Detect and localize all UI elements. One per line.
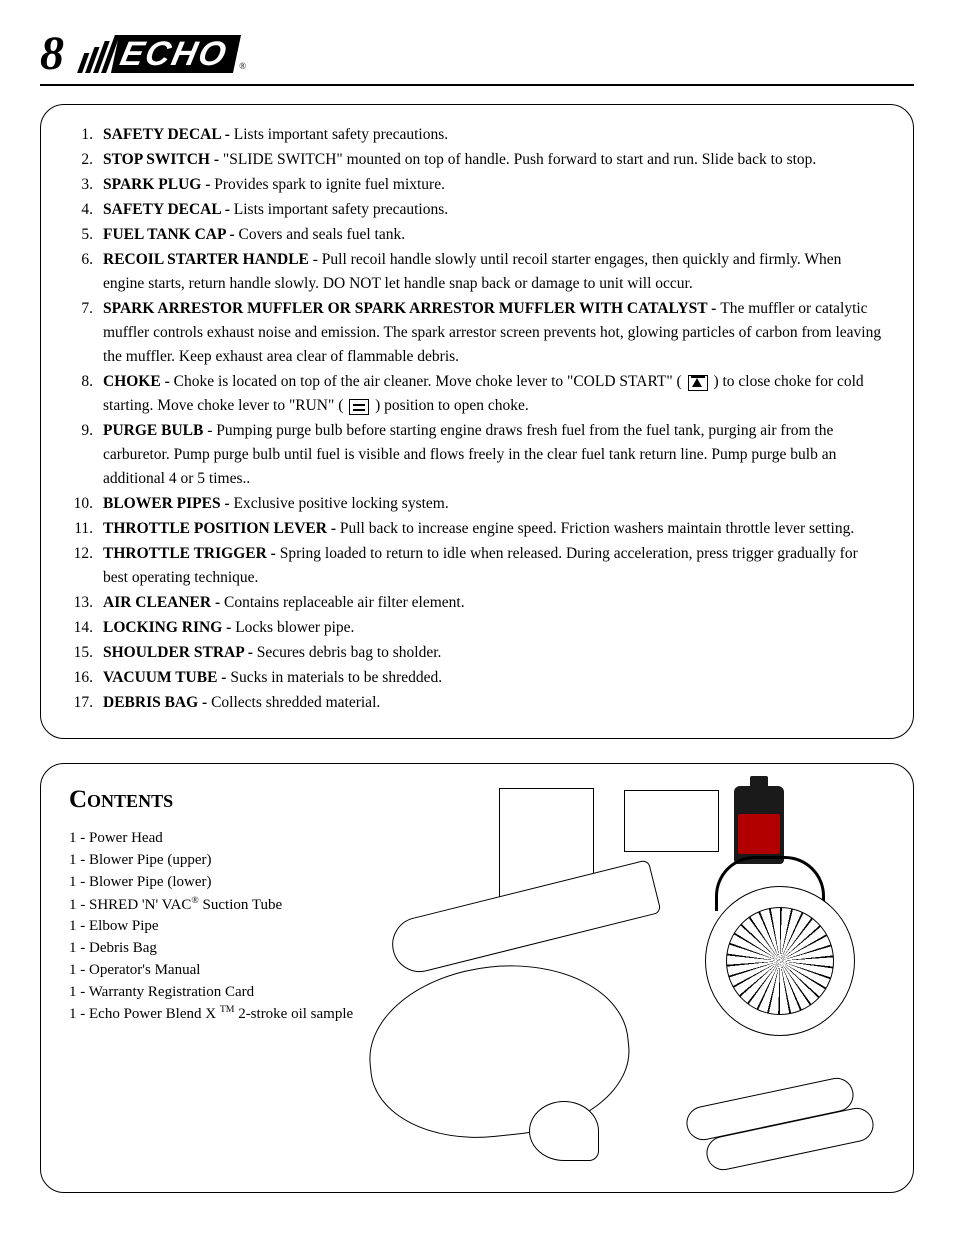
definition-number: 17.	[69, 691, 103, 715]
definition-term: SPARK ARRESTOR MUFFLER OR SPARK ARRESTOR…	[103, 300, 720, 317]
logo-wordmark: ECHO	[111, 35, 241, 73]
definition-body: SAFETY DECAL - Lists important safety pr…	[103, 123, 885, 147]
definition-number: 15.	[69, 641, 103, 665]
definition-body: BLOWER PIPES - Exclusive positive lockin…	[103, 492, 885, 516]
definition-body: THROTTLE POSITION LEVER - Pull back to i…	[103, 517, 885, 541]
definition-term: FUEL TANK CAP -	[103, 226, 239, 243]
registered-mark-icon: ®	[239, 61, 246, 71]
warranty-card-icon	[624, 790, 719, 852]
definition-number: 8.	[69, 370, 103, 418]
definition-number: 6.	[69, 248, 103, 296]
definition-body: RECOIL STARTER HANDLE - Pull recoil hand…	[103, 248, 885, 296]
contents-diagram	[469, 786, 885, 1166]
run-icon	[349, 399, 369, 415]
definition-number: 11.	[69, 517, 103, 541]
contents-panel: Contents 1 - Power Head1 - Blower Pipe (…	[40, 763, 914, 1193]
definition-number: 7.	[69, 297, 103, 369]
page-header: 8 ECHO ®	[40, 30, 914, 86]
definition-item: 14.LOCKING RING - Locks blower pipe.	[69, 616, 885, 640]
contents-item: 1 - Blower Pipe (lower)	[69, 872, 449, 894]
definition-item: 3.SPARK PLUG - Provides spark to ignite …	[69, 173, 885, 197]
definition-term: SHOULDER STRAP -	[103, 644, 257, 661]
definition-term: DEBRIS BAG -	[103, 694, 211, 711]
definition-item: 4.SAFETY DECAL - Lists important safety …	[69, 198, 885, 222]
contents-list: 1 - Power Head1 - Blower Pipe (upper)1 -…	[69, 828, 449, 1026]
definition-body: THROTTLE TRIGGER - Spring loaded to retu…	[103, 542, 885, 590]
definition-item: 7.SPARK ARRESTOR MUFFLER OR SPARK ARREST…	[69, 297, 885, 369]
definition-term: THROTTLE POSITION LEVER -	[103, 520, 340, 537]
definition-number: 14.	[69, 616, 103, 640]
definition-term: LOCKING RING -	[103, 619, 235, 636]
echo-logo: ECHO ®	[84, 35, 246, 73]
elbow-pipe-icon	[529, 1101, 599, 1161]
definition-term: CHOKE -	[103, 373, 174, 390]
definition-item: 12.THROTTLE TRIGGER - Spring loaded to r…	[69, 542, 885, 590]
definition-body: SPARK ARRESTOR MUFFLER OR SPARK ARRESTOR…	[103, 297, 885, 369]
definition-body: PURGE BULB - Pumping purge bulb before s…	[103, 419, 885, 491]
definition-item: 5.FUEL TANK CAP - Covers and seals fuel …	[69, 223, 885, 247]
definition-item: 13.AIR CLEANER - Contains replaceable ai…	[69, 591, 885, 615]
definition-body: SAFETY DECAL - Lists important safety pr…	[103, 198, 885, 222]
definition-body: LOCKING RING - Locks blower pipe.	[103, 616, 885, 640]
definition-term: PURGE BULB	[103, 422, 203, 439]
definition-term: STOP SWITCH -	[103, 151, 223, 168]
contents-item: 1 - Power Head	[69, 828, 449, 850]
definition-body: FUEL TANK CAP - Covers and seals fuel ta…	[103, 223, 885, 247]
definition-number: 2.	[69, 148, 103, 172]
contents-item: 1 - Warranty Registration Card	[69, 982, 449, 1004]
definition-item: 6.RECOIL STARTER HANDLE - Pull recoil ha…	[69, 248, 885, 296]
definition-item: 17.DEBRIS BAG - Collects shredded materi…	[69, 691, 885, 715]
definition-number: 4.	[69, 198, 103, 222]
contents-item: 1 - Elbow Pipe	[69, 916, 449, 938]
definition-term: AIR CLEANER -	[103, 594, 224, 611]
definition-item: 2.STOP SWITCH - "SLIDE SWITCH" mounted o…	[69, 148, 885, 172]
definition-term: BLOWER PIPES -	[103, 495, 233, 512]
definition-number: 9.	[69, 419, 103, 491]
definition-item: 11.THROTTLE POSITION LEVER - Pull back t…	[69, 517, 885, 541]
definition-item: 15.SHOULDER STRAP - Secures debris bag t…	[69, 641, 885, 665]
definition-term: VACUUM TUBE -	[103, 669, 230, 686]
contents-item: 1 - Blower Pipe (upper)	[69, 850, 449, 872]
definition-number: 16.	[69, 666, 103, 690]
definition-number: 10.	[69, 492, 103, 516]
definition-body: DEBRIS BAG - Collects shredded material.	[103, 691, 885, 715]
definitions-list: 1.SAFETY DECAL - Lists important safety …	[69, 123, 885, 715]
definition-number: 3.	[69, 173, 103, 197]
definition-term: SAFETY DECAL -	[103, 201, 234, 218]
definition-term: SPARK PLUG -	[103, 176, 214, 193]
definition-body: SHOULDER STRAP - Secures debris bag to s…	[103, 641, 885, 665]
definition-item: 9.PURGE BULB - Pumping purge bulb before…	[69, 419, 885, 491]
definitions-panel: 1.SAFETY DECAL - Lists important safety …	[40, 104, 914, 739]
definition-number: 12.	[69, 542, 103, 590]
definition-body: STOP SWITCH - "SLIDE SWITCH" mounted on …	[103, 148, 885, 172]
definition-item: 16.VACUUM TUBE - Sucks in materials to b…	[69, 666, 885, 690]
definition-term: THROTTLE TRIGGER -	[103, 545, 280, 562]
definition-term: RECOIL STARTER HANDLE	[103, 251, 309, 268]
definition-body: CHOKE - Choke is located on top of the a…	[103, 370, 885, 418]
definition-body: VACUUM TUBE - Sucks in materials to be s…	[103, 666, 885, 690]
definition-item: 8.CHOKE - Choke is located on top of the…	[69, 370, 885, 418]
page-number: 8	[40, 30, 64, 78]
contents-heading: Contents	[69, 786, 449, 814]
definition-number: 1.	[69, 123, 103, 147]
definition-item: 1.SAFETY DECAL - Lists important safety …	[69, 123, 885, 147]
definition-term: SAFETY DECAL -	[103, 126, 234, 143]
definition-number: 13.	[69, 591, 103, 615]
contents-item: 1 - SHRED 'N' VAC® Suction Tube	[69, 894, 449, 917]
oil-bottle-icon	[734, 786, 784, 864]
definition-number: 5.	[69, 223, 103, 247]
definition-item: 10.BLOWER PIPES - Exclusive positive loc…	[69, 492, 885, 516]
cold-start-icon	[688, 375, 708, 391]
power-head-icon	[705, 886, 855, 1036]
contents-item: 1 - Operator's Manual	[69, 960, 449, 982]
definition-body: SPARK PLUG - Provides spark to ignite fu…	[103, 173, 885, 197]
definition-body: AIR CLEANER - Contains replaceable air f…	[103, 591, 885, 615]
